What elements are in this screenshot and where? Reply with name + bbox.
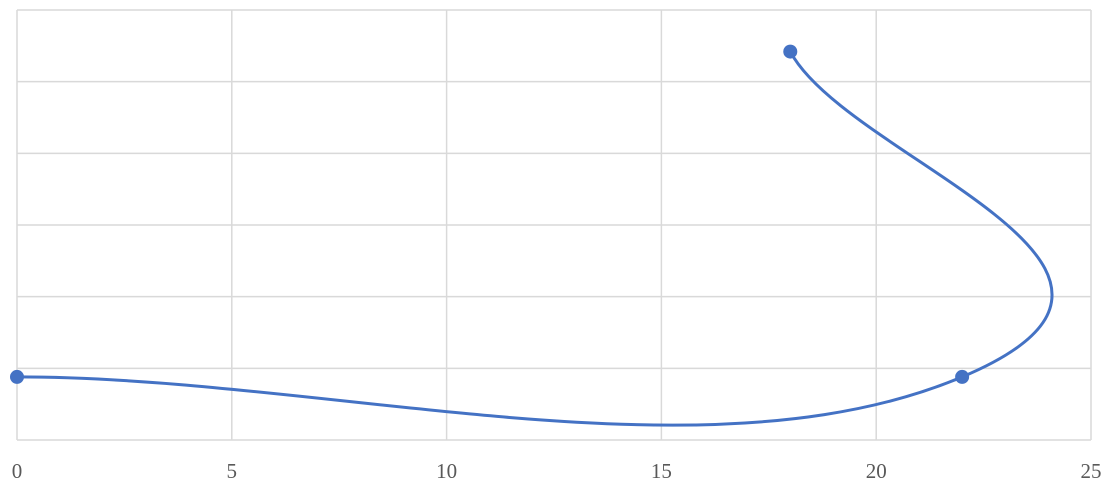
data-point-1[interactable] xyxy=(955,369,970,384)
x-tick-label: 25 xyxy=(1081,459,1102,483)
x-tick-label: 20 xyxy=(866,459,887,483)
data-point-0[interactable] xyxy=(10,369,24,384)
x-tick-label: 10 xyxy=(436,459,457,483)
gridlines xyxy=(17,9,1092,440)
data-point-2[interactable] xyxy=(783,44,798,59)
series-line-0 xyxy=(15,50,1054,427)
series-layer xyxy=(10,44,1054,427)
axes xyxy=(16,10,1091,441)
x-tick-label: 15 xyxy=(651,459,672,483)
tick-labels: 0 5 10 15 20 25 xyxy=(12,459,1102,483)
x-tick-label: 0 xyxy=(12,459,23,483)
x-tick-label: 5 xyxy=(227,459,238,483)
